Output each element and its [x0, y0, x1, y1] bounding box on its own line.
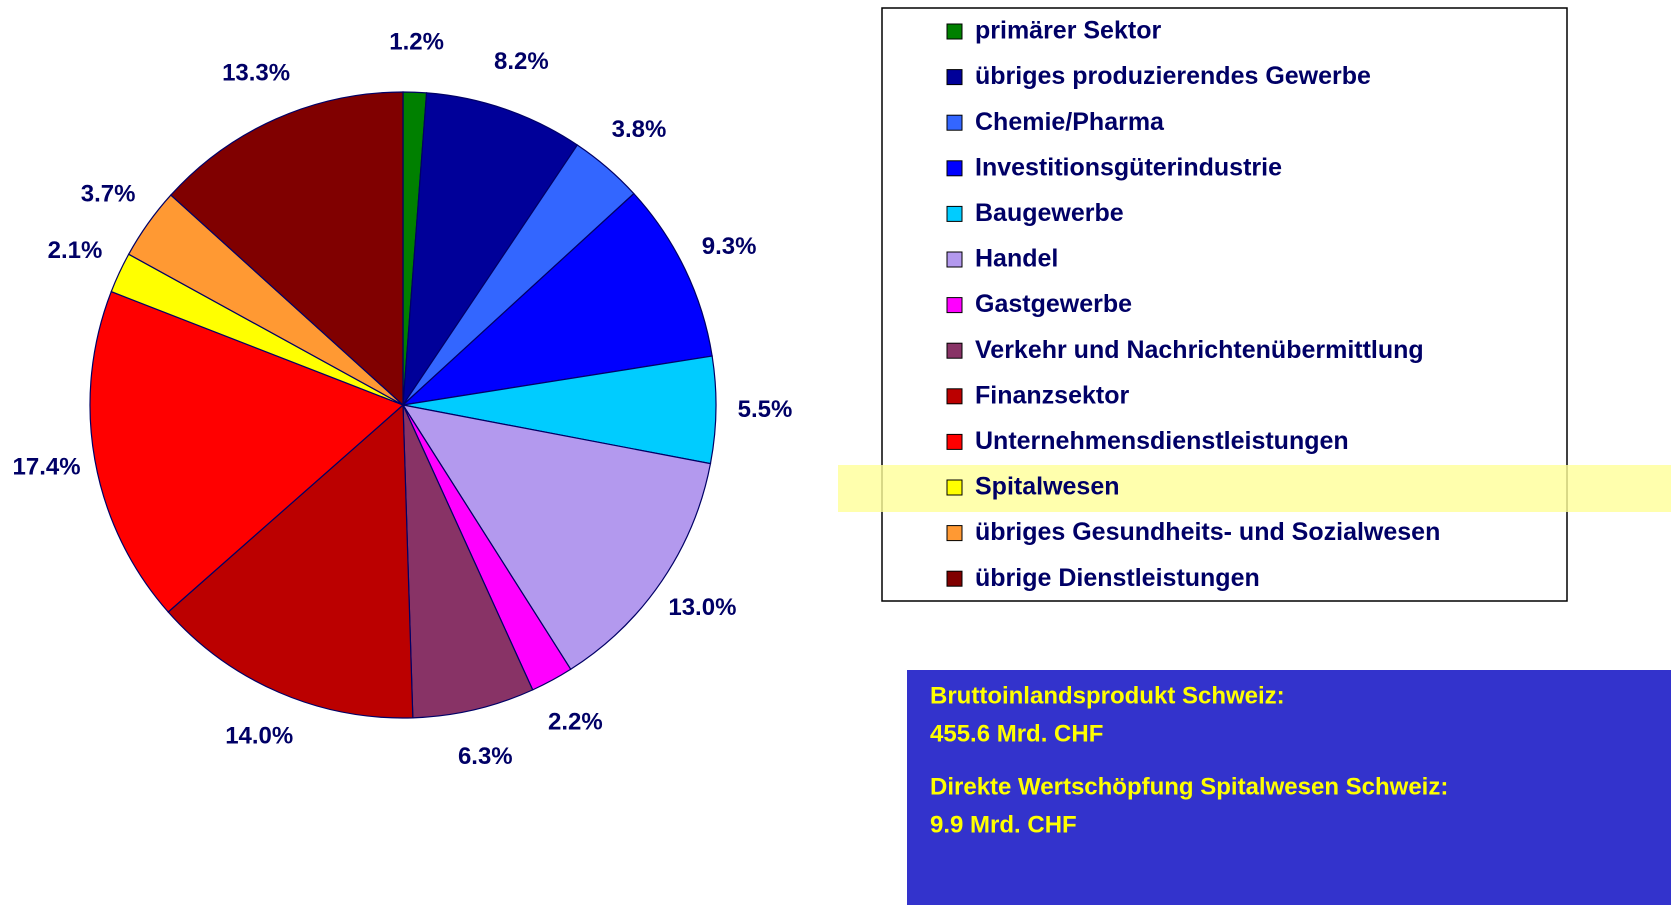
data-label: 5.5% — [738, 396, 793, 423]
info-text: 9.9 Mrd. CHF — [930, 811, 1077, 838]
legend-swatch — [946, 160, 963, 177]
data-label: 2.2% — [548, 709, 603, 736]
legend-label: Unternehmensdienstleistungen — [975, 427, 1349, 455]
data-label: 13.3% — [222, 59, 290, 86]
pie-slice — [401, 192, 713, 406]
info-text: Direkte Wertschöpfung Spitalwesen Schwei… — [930, 773, 1448, 800]
legend-label: Baugewerbe — [975, 199, 1124, 227]
pie-slice — [402, 404, 534, 719]
info-text: 455.6 Mrd. CHF — [930, 720, 1103, 747]
legend-swatch — [946, 570, 963, 587]
legend-label: übriges produzierendes Gewerbe — [975, 62, 1371, 90]
legend-swatch — [946, 251, 963, 268]
pie-slice — [169, 91, 404, 407]
legend-swatch — [946, 388, 963, 405]
legend-swatch — [946, 23, 963, 40]
legend-highlight — [838, 465, 1671, 512]
pie-slice — [167, 403, 414, 719]
legend-label: Verkehr und Nachrichtenübermittlung — [975, 336, 1424, 364]
data-label: 13.0% — [668, 594, 736, 621]
legend-label: Investitionsgüterindustrie — [975, 153, 1282, 181]
legend-label: primärer Sektor — [975, 17, 1161, 45]
pie-slice — [401, 404, 712, 671]
legend-swatch — [946, 479, 963, 496]
data-label: 17.4% — [13, 454, 81, 481]
legend-swatch — [946, 297, 963, 314]
pie-slice — [89, 290, 405, 613]
legend-label: Finanzsektor — [975, 381, 1129, 409]
data-label: 3.7% — [81, 180, 136, 207]
legend-label: Spitalwesen — [975, 473, 1120, 501]
data-label: 9.3% — [702, 233, 757, 260]
info-text: Bruttoinlandsprodukt Schweiz: — [930, 682, 1285, 709]
legend-swatch — [946, 114, 963, 131]
legend-label: Gastgewerbe — [975, 290, 1132, 318]
legend-swatch — [946, 342, 963, 359]
data-label: 3.8% — [612, 116, 667, 143]
legend-swatch — [946, 525, 963, 542]
legend-swatch — [946, 205, 963, 222]
legend-label: übriges Gesundheits- und Sozialwesen — [975, 518, 1440, 546]
data-label: 8.2% — [494, 48, 549, 75]
data-label: 6.3% — [458, 743, 513, 770]
data-label: 14.0% — [225, 723, 293, 750]
legend-swatch — [946, 433, 963, 450]
data-label: 2.1% — [48, 237, 103, 264]
legend-label: Chemie/Pharma — [975, 108, 1165, 136]
legend-label: Handel — [975, 245, 1058, 273]
info-box — [907, 670, 1671, 905]
legend-label: übrige Dienstleistungen — [975, 564, 1260, 592]
pie-slice — [402, 92, 579, 408]
legend-swatch — [946, 69, 963, 86]
data-label: 1.2% — [389, 29, 444, 56]
